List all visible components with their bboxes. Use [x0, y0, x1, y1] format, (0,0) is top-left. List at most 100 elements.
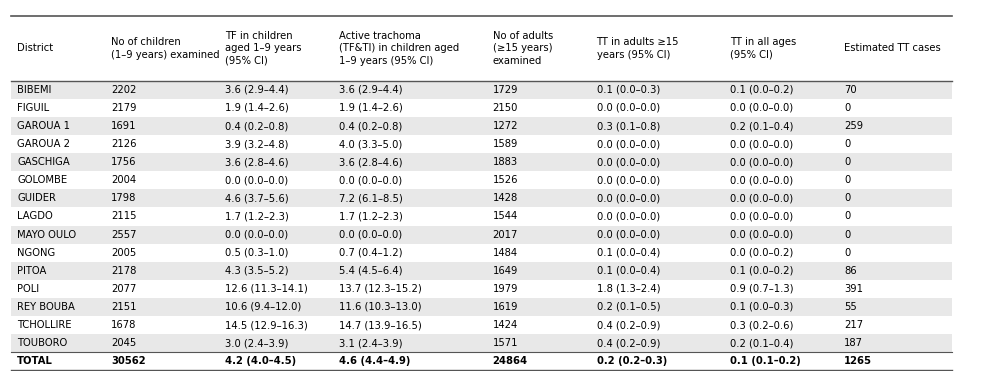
Text: 1979: 1979	[493, 284, 518, 294]
Bar	[11, 298, 952, 316]
Text: 0.0 (0.0–0.0): 0.0 (0.0–0.0)	[225, 230, 288, 240]
Text: No of children
(1–9 years) examined: No of children (1–9 years) examined	[111, 37, 219, 60]
Text: 14.7 (13.9–16.5): 14.7 (13.9–16.5)	[339, 320, 422, 330]
Text: 0.3 (0.2–0.6): 0.3 (0.2–0.6)	[730, 320, 793, 330]
Text: 2557: 2557	[111, 230, 137, 240]
Text: 3.9 (3.2–4.8): 3.9 (3.2–4.8)	[225, 139, 289, 149]
Text: 0.3 (0.1–0.8): 0.3 (0.1–0.8)	[597, 121, 659, 131]
Text: 0: 0	[844, 230, 850, 240]
Bar	[11, 225, 952, 244]
Text: 30562: 30562	[111, 356, 146, 366]
Text: TOUBORO: TOUBORO	[17, 338, 68, 348]
Text: 0.0 (0.0–0.0): 0.0 (0.0–0.0)	[730, 230, 793, 240]
Text: 14.5 (12.9–16.3): 14.5 (12.9–16.3)	[225, 320, 308, 330]
Text: 0.1 (0.1–0.2): 0.1 (0.1–0.2)	[730, 356, 801, 366]
Text: 0.4 (0.2–0.9): 0.4 (0.2–0.9)	[597, 338, 660, 348]
Text: No of adults
(≥15 years)
examined: No of adults (≥15 years) examined	[493, 31, 553, 66]
Text: 2178: 2178	[111, 266, 137, 276]
Text: GUIDER: GUIDER	[17, 193, 57, 203]
Text: 4.2 (4.0–4.5): 4.2 (4.0–4.5)	[225, 356, 296, 366]
Text: 1798: 1798	[111, 193, 137, 203]
Text: 0.0 (0.0–0.0): 0.0 (0.0–0.0)	[339, 230, 402, 240]
Text: 1.8 (1.3–2.4): 1.8 (1.3–2.4)	[597, 284, 660, 294]
Text: 1526: 1526	[493, 175, 518, 185]
Text: Estimated TT cases: Estimated TT cases	[844, 44, 940, 54]
Text: REY BOUBA: REY BOUBA	[17, 302, 75, 312]
Text: 2045: 2045	[111, 338, 137, 348]
Text: 0: 0	[844, 103, 850, 113]
Text: 1272: 1272	[493, 121, 518, 131]
Text: 3.0 (2.4–3.9): 3.0 (2.4–3.9)	[225, 338, 289, 348]
Text: 0.4 (0.2–0.8): 0.4 (0.2–0.8)	[339, 121, 402, 131]
Text: TT in all ages
(95% CI): TT in all ages (95% CI)	[730, 37, 796, 60]
Bar	[11, 189, 952, 208]
Text: 3.6 (2.8–4.6): 3.6 (2.8–4.6)	[339, 157, 402, 167]
Text: TF in children
aged 1–9 years
(95% CI): TF in children aged 1–9 years (95% CI)	[225, 31, 302, 66]
Text: 4.6 (3.7–5.6): 4.6 (3.7–5.6)	[225, 193, 289, 203]
Text: POLI: POLI	[17, 284, 40, 294]
Text: 7.2 (6.1–8.5): 7.2 (6.1–8.5)	[339, 193, 403, 203]
Text: 3.1 (2.4–3.9): 3.1 (2.4–3.9)	[339, 338, 402, 348]
Text: 0.2 (0.1–0.4): 0.2 (0.1–0.4)	[730, 121, 793, 131]
Text: GAROUA 2: GAROUA 2	[17, 139, 71, 149]
Bar	[11, 117, 952, 135]
Text: 1649: 1649	[493, 266, 518, 276]
Text: 70: 70	[844, 85, 857, 95]
Text: 0.0 (0.0–0.0): 0.0 (0.0–0.0)	[597, 103, 659, 113]
Text: GAROUA 1: GAROUA 1	[17, 121, 71, 131]
Text: 2202: 2202	[111, 85, 137, 95]
Text: 0.0 (0.0–0.0): 0.0 (0.0–0.0)	[597, 193, 659, 203]
Text: 0.0 (0.0–0.0): 0.0 (0.0–0.0)	[730, 157, 793, 167]
Text: 1589: 1589	[493, 139, 518, 149]
Text: 1.9 (1.4–2.6): 1.9 (1.4–2.6)	[339, 103, 403, 113]
Text: 2017: 2017	[493, 230, 518, 240]
Text: TCHOLLIRE: TCHOLLIRE	[17, 320, 71, 330]
Text: 0.0 (0.0–0.0): 0.0 (0.0–0.0)	[225, 175, 288, 185]
Text: 1544: 1544	[493, 211, 517, 221]
Text: 4.6 (4.4–4.9): 4.6 (4.4–4.9)	[339, 356, 410, 366]
Text: 1691: 1691	[111, 121, 137, 131]
Text: 0.0 (0.0–0.2): 0.0 (0.0–0.2)	[730, 248, 793, 258]
Bar	[11, 334, 952, 352]
Text: 1428: 1428	[493, 193, 517, 203]
Text: FIGUIL: FIGUIL	[17, 103, 50, 113]
Text: 217: 217	[844, 320, 863, 330]
Text: 1.9 (1.4–2.6): 1.9 (1.4–2.6)	[225, 103, 289, 113]
Text: 2077: 2077	[111, 284, 137, 294]
Text: 0.0 (0.0–0.0): 0.0 (0.0–0.0)	[730, 103, 793, 113]
Text: 0.0 (0.0–0.0): 0.0 (0.0–0.0)	[730, 193, 793, 203]
Text: 2126: 2126	[111, 139, 137, 149]
Text: 2115: 2115	[111, 211, 137, 221]
Text: 0: 0	[844, 175, 850, 185]
Text: 0.0 (0.0–0.0): 0.0 (0.0–0.0)	[597, 211, 659, 221]
Text: 259: 259	[844, 121, 863, 131]
Text: PITOA: PITOA	[17, 266, 47, 276]
Text: 0.1 (0.0–0.3): 0.1 (0.0–0.3)	[597, 85, 659, 95]
Text: 55: 55	[844, 302, 857, 312]
Text: 0.0 (0.0–0.0): 0.0 (0.0–0.0)	[730, 211, 793, 221]
Text: 391: 391	[844, 284, 863, 294]
Text: 3.6 (2.8–4.6): 3.6 (2.8–4.6)	[225, 157, 289, 167]
Text: 1678: 1678	[111, 320, 137, 330]
Text: 2004: 2004	[111, 175, 136, 185]
Text: 0.0 (0.0–0.0): 0.0 (0.0–0.0)	[597, 157, 659, 167]
Text: 3.6 (2.9–4.4): 3.6 (2.9–4.4)	[225, 85, 289, 95]
Text: 0.4 (0.2–0.8): 0.4 (0.2–0.8)	[225, 121, 288, 131]
Text: 1424: 1424	[493, 320, 517, 330]
Text: 1265: 1265	[844, 356, 872, 366]
Text: 4.0 (3.3–5.0): 4.0 (3.3–5.0)	[339, 139, 402, 149]
Text: GASCHIGA: GASCHIGA	[17, 157, 70, 167]
Text: 0.0 (0.0–0.0): 0.0 (0.0–0.0)	[597, 230, 659, 240]
Text: TT in adults ≥15
years (95% CI): TT in adults ≥15 years (95% CI)	[597, 37, 679, 60]
Text: 0.7 (0.4–1.2): 0.7 (0.4–1.2)	[339, 248, 402, 258]
Text: 12.6 (11.3–14.1): 12.6 (11.3–14.1)	[225, 284, 308, 294]
Text: 0: 0	[844, 211, 850, 221]
Text: 1.7 (1.2–2.3): 1.7 (1.2–2.3)	[339, 211, 403, 221]
Text: Active trachoma
(TF&TI) in children aged
1–9 years (95% CI): Active trachoma (TF&TI) in children aged…	[339, 31, 460, 66]
Text: LAGDO: LAGDO	[17, 211, 53, 221]
Text: 2179: 2179	[111, 103, 137, 113]
Text: 0: 0	[844, 157, 850, 167]
Bar	[11, 81, 952, 99]
Text: 2150: 2150	[493, 103, 518, 113]
Text: 0: 0	[844, 193, 850, 203]
